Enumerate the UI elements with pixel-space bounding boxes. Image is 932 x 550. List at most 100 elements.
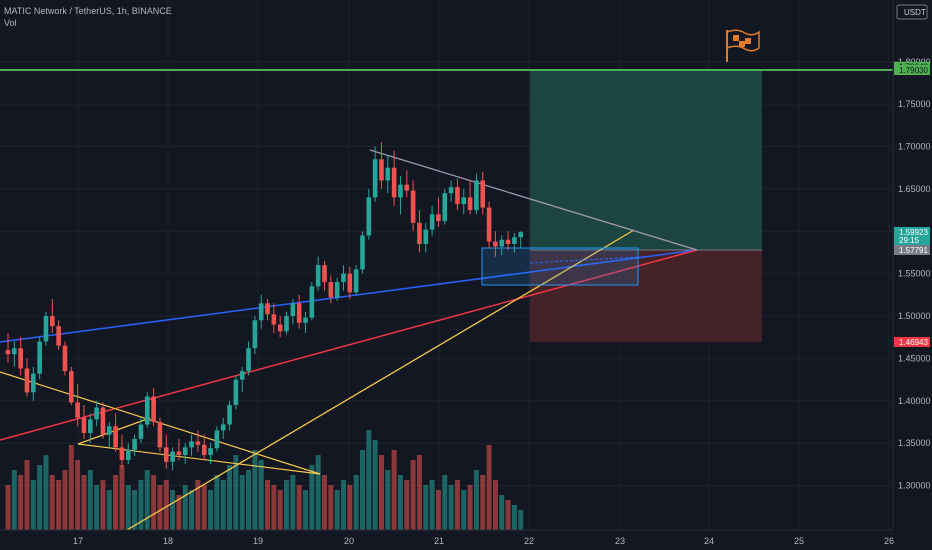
volume-bar bbox=[189, 490, 195, 530]
volume-bar bbox=[328, 485, 334, 530]
candle-body bbox=[322, 265, 327, 283]
candle-body bbox=[106, 426, 112, 435]
volume-bar bbox=[486, 445, 492, 530]
volume-bar bbox=[372, 440, 378, 530]
price-tick-label: 1.70000 bbox=[898, 142, 931, 152]
candle-body bbox=[398, 184, 403, 198]
volume-bar bbox=[303, 490, 309, 530]
candle-body bbox=[246, 348, 251, 372]
candle-body bbox=[43, 316, 49, 342]
volume-bar bbox=[195, 480, 201, 530]
volume-bar bbox=[163, 480, 169, 530]
volume-bar bbox=[309, 465, 315, 530]
candle-body bbox=[87, 419, 93, 433]
candle-body bbox=[423, 229, 429, 244]
triangle-upper-line[interactable] bbox=[369, 149, 698, 251]
flag-cloth bbox=[726, 29, 760, 52]
candle-body bbox=[138, 424, 144, 439]
candle-body bbox=[486, 207, 492, 242]
candle-body bbox=[417, 222, 422, 244]
price-tick-label: 1.40000 bbox=[898, 396, 931, 406]
candle-body bbox=[69, 371, 74, 403]
time-tick-label: 21 bbox=[434, 536, 444, 546]
volume-bar bbox=[334, 490, 340, 530]
volume-bar bbox=[201, 485, 207, 530]
volume-bar bbox=[132, 490, 138, 530]
volume-bar bbox=[265, 480, 271, 530]
candle-body bbox=[366, 197, 372, 236]
blue-trendline[interactable] bbox=[0, 249, 698, 343]
time-tick-label: 20 bbox=[344, 536, 354, 546]
candle-body bbox=[410, 190, 416, 223]
symbol-title: MATIC Network / TetherUS, 1h, BINANCE bbox=[4, 6, 172, 16]
candle-body bbox=[208, 448, 213, 455]
yellow-wedge-bottom[interactable] bbox=[77, 443, 321, 475]
candle-body bbox=[75, 402, 80, 418]
volume-bar bbox=[252, 450, 258, 530]
price-tag-label: 29:15 bbox=[899, 236, 920, 245]
candle-body bbox=[5, 349, 11, 355]
blue-dashed-projection[interactable] bbox=[529, 256, 641, 264]
volume-bar bbox=[322, 475, 327, 530]
candle-body bbox=[252, 320, 258, 349]
volume-bar bbox=[290, 475, 296, 530]
candle-body bbox=[233, 379, 239, 405]
volume-bar bbox=[30, 480, 36, 530]
candle-body bbox=[284, 316, 289, 332]
candle-body bbox=[499, 239, 505, 247]
profit-zone[interactable] bbox=[530, 70, 762, 250]
position-zones bbox=[530, 70, 762, 342]
candle-body bbox=[455, 187, 460, 205]
candle-body bbox=[467, 197, 473, 211]
price-axis[interactable]: 1.800001.750001.700001.650001.600001.550… bbox=[892, 0, 932, 550]
volume-bar bbox=[208, 490, 214, 530]
red-trendline[interactable] bbox=[0, 249, 698, 441]
candle-body bbox=[182, 447, 188, 455]
price-tag bbox=[894, 226, 930, 237]
volume-bar bbox=[176, 495, 182, 530]
candle-body bbox=[220, 424, 226, 431]
candle-body bbox=[347, 273, 353, 293]
candle-body bbox=[163, 447, 169, 462]
volume-bar bbox=[359, 450, 365, 530]
volume-bar bbox=[315, 455, 321, 530]
candle-body bbox=[113, 426, 118, 448]
volume-bar bbox=[378, 455, 384, 530]
price-tag-label: 1.57791 bbox=[899, 246, 928, 255]
volume-bar bbox=[37, 465, 43, 530]
volume-bar bbox=[416, 455, 422, 530]
time-tick-label: 22 bbox=[524, 536, 534, 546]
volume-bar bbox=[391, 450, 397, 530]
volume-bar bbox=[505, 500, 511, 530]
yellow-trendline-long[interactable] bbox=[126, 229, 635, 531]
candle-body bbox=[12, 348, 17, 355]
candle-body bbox=[360, 235, 365, 270]
currency-badge[interactable] bbox=[896, 4, 928, 20]
volume-bar bbox=[467, 485, 473, 530]
drawing-tools[interactable] bbox=[0, 69, 893, 531]
volume-bar bbox=[239, 475, 245, 530]
volume-bar bbox=[11, 470, 17, 530]
time-axis[interactable]: 17 18 19 20 21 22 23 24 25 26 bbox=[0, 529, 932, 550]
loss-zone[interactable] bbox=[530, 250, 762, 342]
candle-body bbox=[341, 273, 346, 283]
candlesticks bbox=[5, 142, 524, 471]
candle-body bbox=[56, 326, 61, 346]
currency-label: USDT bbox=[904, 8, 926, 17]
volume-bar bbox=[157, 485, 163, 530]
volume-bar bbox=[81, 475, 87, 530]
candle-body bbox=[50, 316, 55, 327]
volume-bar bbox=[106, 490, 112, 530]
candle-body bbox=[125, 449, 131, 461]
consolidation-box[interactable] bbox=[481, 247, 639, 286]
candle-body bbox=[448, 187, 454, 194]
candle-body bbox=[214, 430, 220, 449]
volume-bar bbox=[423, 485, 429, 530]
volume-bar bbox=[144, 470, 150, 530]
candle-body bbox=[385, 167, 391, 181]
price-tick-label: 1.50000 bbox=[898, 311, 931, 321]
volume-bar bbox=[56, 480, 62, 530]
candle-body bbox=[442, 193, 448, 222]
volume-bar bbox=[151, 475, 157, 530]
